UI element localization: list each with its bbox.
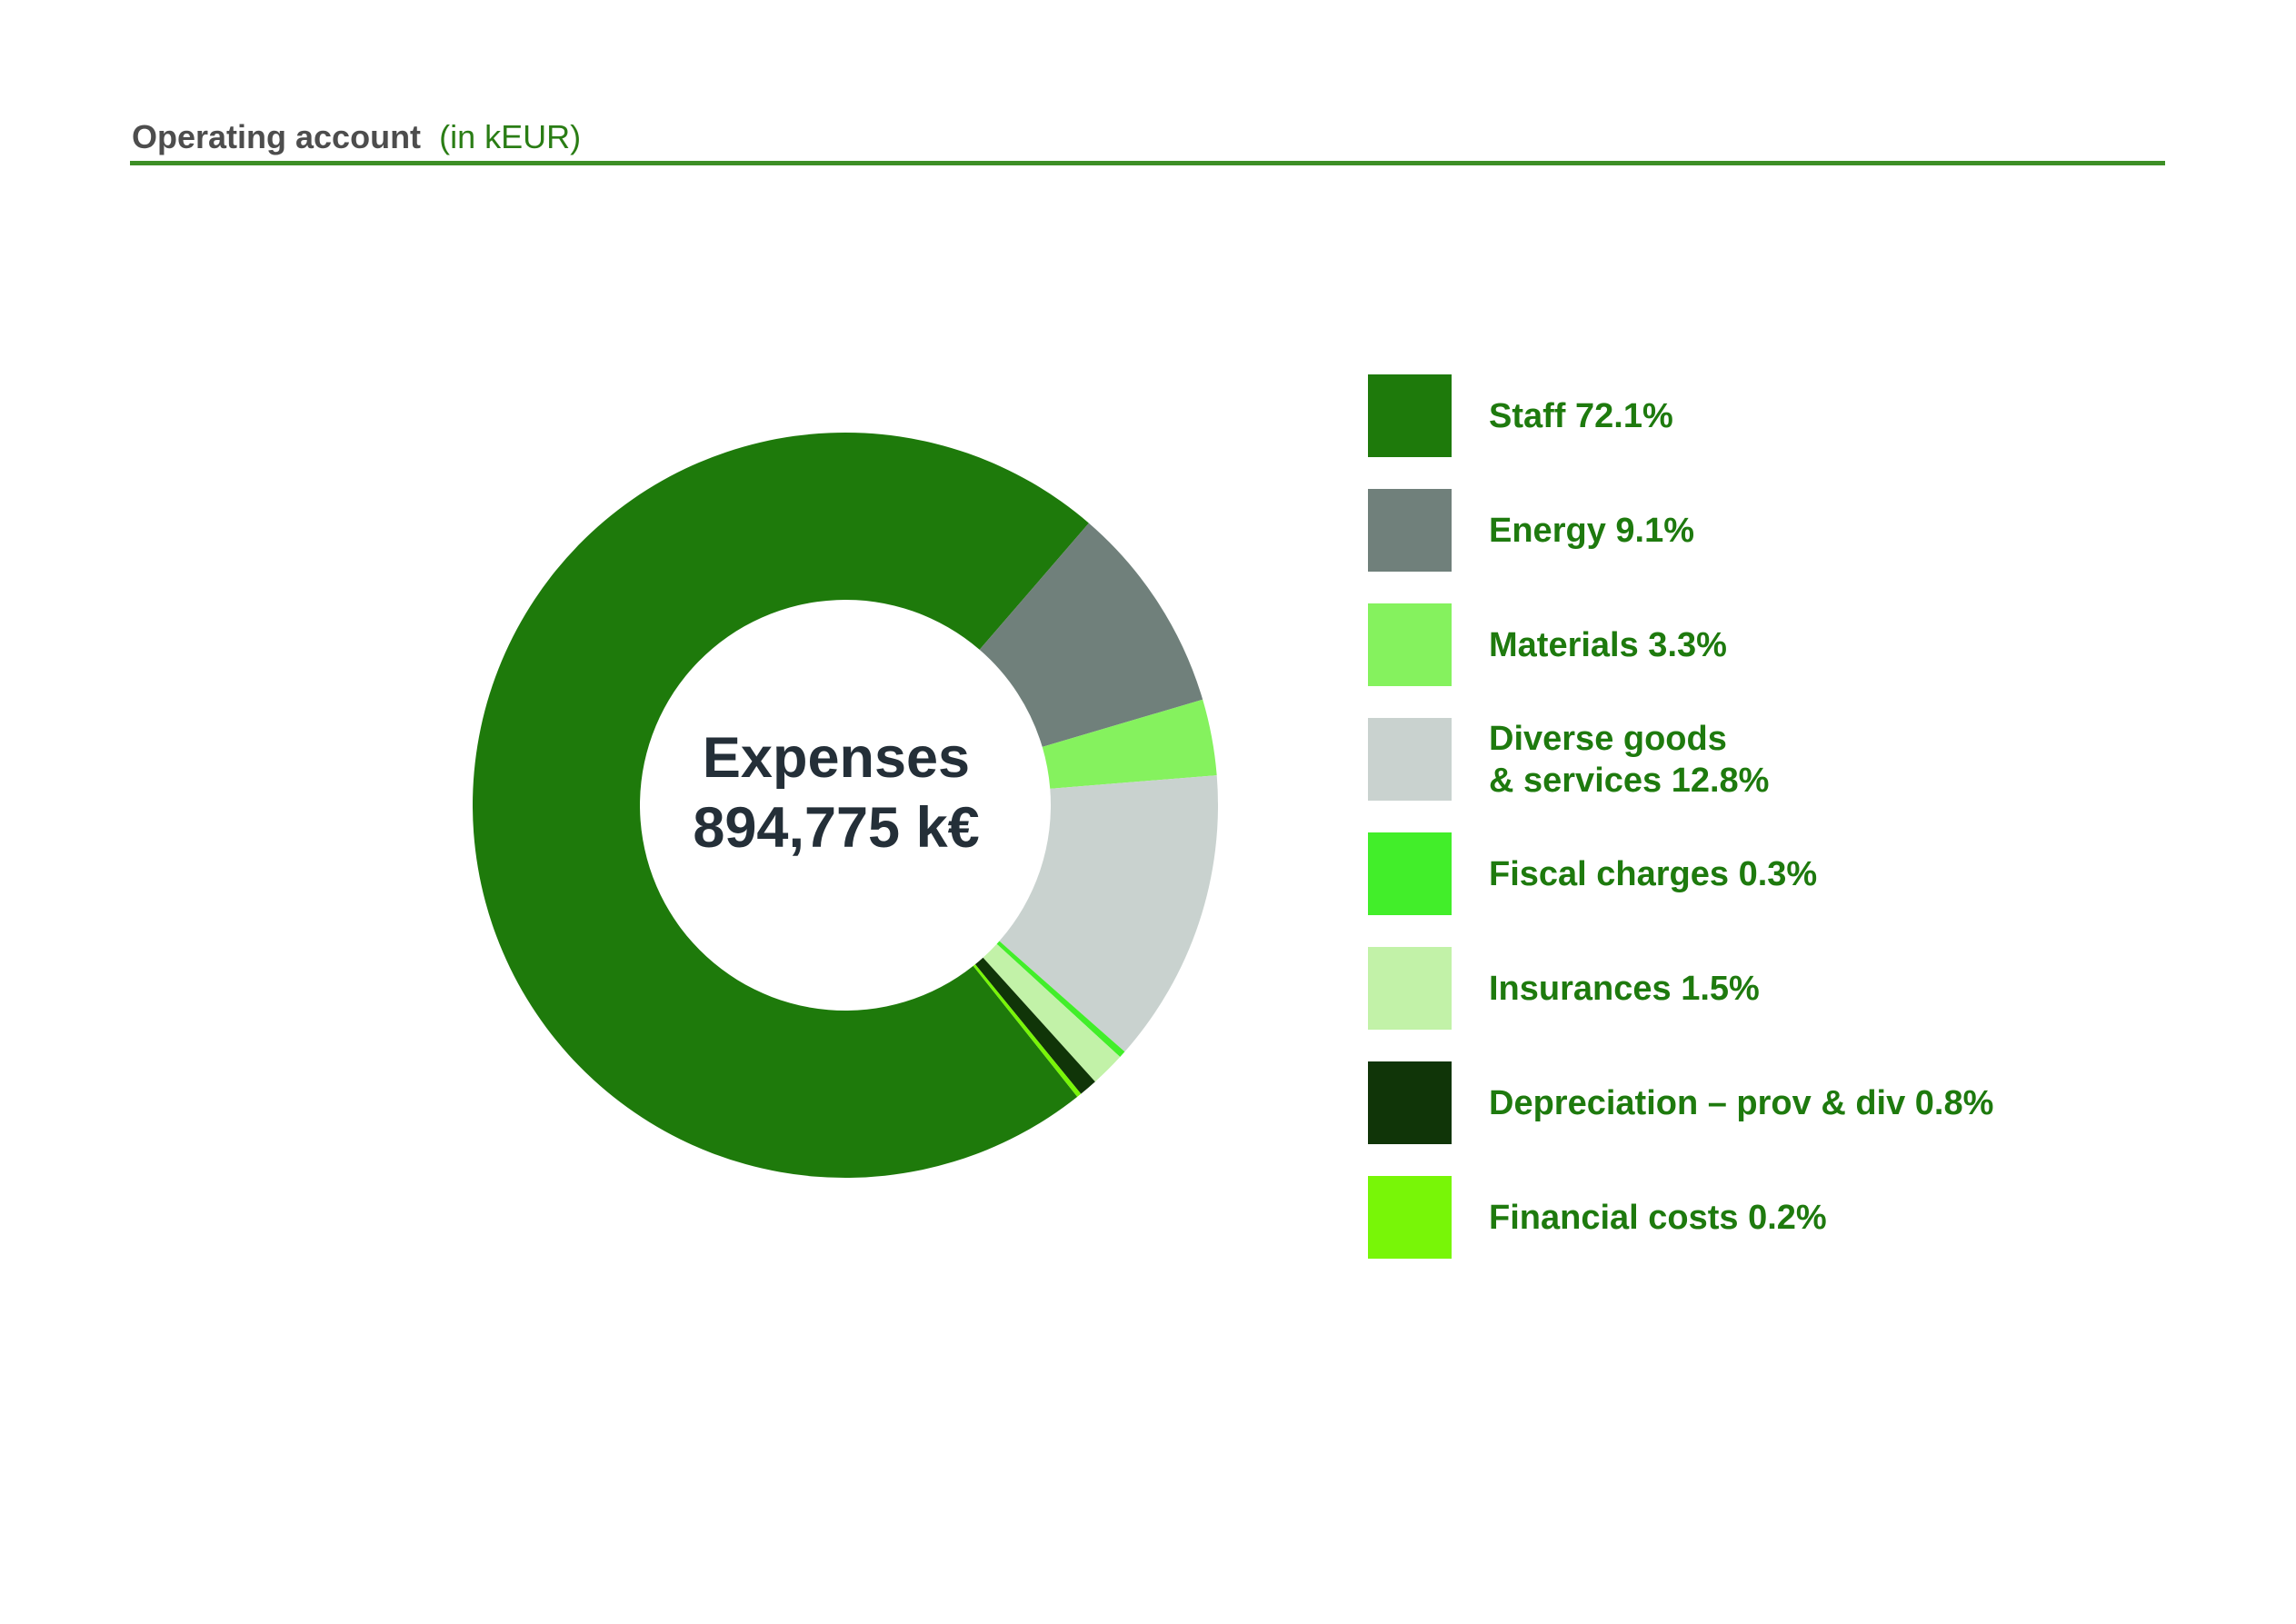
donut-slice-financial-costs — [973, 964, 1082, 1097]
legend-swatch-insurances — [1368, 947, 1452, 1030]
legend-label-staff: Staff 72.1% — [1489, 396, 1673, 435]
donut-slices-group — [472, 433, 1219, 1179]
legend-item-materials: Materials 3.3% — [1368, 603, 1727, 686]
donut-slice-fiscal-charges — [996, 941, 1125, 1058]
donut-slice-depreciation-prov-div — [974, 957, 1095, 1094]
legend-label-insurances: Insurances 1.5% — [1489, 969, 1760, 1008]
legend-swatch-fiscal-charges — [1368, 832, 1452, 915]
legend-item-depreciation-prov-div: Depreciation – prov & div 0.8% — [1368, 1061, 1993, 1144]
legend-label-materials: Materials 3.3% — [1489, 625, 1727, 664]
legend-item-insurances: Insurances 1.5% — [1368, 947, 1760, 1030]
legend-swatch-energy — [1368, 489, 1452, 572]
donut-center-label: Expenses — [702, 726, 971, 790]
legend-swatch-depreciation-prov-div — [1368, 1061, 1452, 1144]
donut-slice-diverse-goods-services — [999, 775, 1219, 1052]
donut-slice-staff — [472, 433, 1089, 1179]
legend-label-energy: Energy 9.1% — [1489, 511, 1694, 550]
page-title-unit-text: (in kEUR) — [439, 118, 582, 155]
legend-item-energy: Energy 9.1% — [1368, 489, 1694, 572]
page-title: Operating account (in kEUR) — [132, 117, 581, 156]
legend-swatch-staff — [1368, 374, 1452, 457]
title-underline — [130, 161, 2165, 165]
legend-swatch-diverse-goods-services — [1368, 718, 1452, 801]
legend-item-staff: Staff 72.1% — [1368, 374, 1673, 457]
legend-swatch-materials — [1368, 603, 1452, 686]
legend-item-financial-costs: Financial costs 0.2% — [1368, 1176, 1827, 1259]
donut-center-text: Expenses 894,775 k€ — [564, 723, 1109, 863]
legend-swatch-financial-costs — [1368, 1176, 1452, 1259]
donut-slice-materials — [1042, 699, 1217, 789]
donut-slice-insurances — [983, 943, 1121, 1082]
donut-slice-energy — [979, 523, 1203, 747]
legend-label-financial-costs: Financial costs 0.2% — [1489, 1198, 1827, 1237]
page-title-text: Operating account — [132, 118, 422, 155]
legend-item-fiscal-charges: Fiscal charges 0.3% — [1368, 832, 1817, 915]
legend-label-depreciation-prov-div: Depreciation – prov & div 0.8% — [1489, 1083, 1994, 1122]
legend-label-diverse-goods-services: Diverse goods & services 12.8% — [1489, 719, 1770, 800]
donut-center-value: 894,775 k€ — [693, 796, 980, 860]
legend-label-fiscal-charges: Fiscal charges 0.3% — [1489, 854, 1818, 893]
legend-item-diverse-goods-services: Diverse goods & services 12.8% — [1368, 718, 1769, 801]
